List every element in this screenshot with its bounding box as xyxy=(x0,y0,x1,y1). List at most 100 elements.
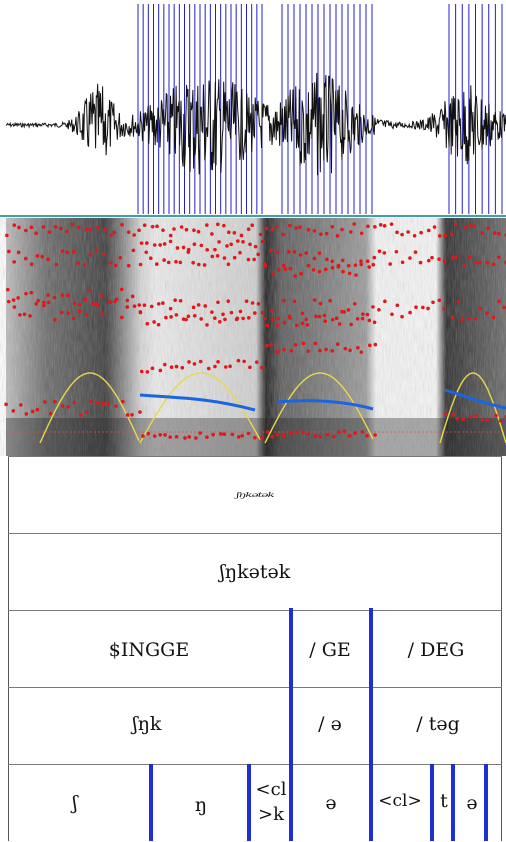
formant-dot xyxy=(330,265,335,270)
formant-dot xyxy=(281,263,286,268)
formant-dot xyxy=(330,224,335,229)
formant-dot xyxy=(12,223,17,227)
formant-dot xyxy=(486,226,490,231)
formant-dot xyxy=(324,347,328,352)
formant-dot xyxy=(224,365,228,369)
formant-dot xyxy=(318,434,322,439)
formant-dot xyxy=(359,350,364,354)
formant-dot xyxy=(372,255,377,260)
formant-dot xyxy=(120,222,124,227)
tier-2[interactable]: ʃŋkətək xyxy=(8,533,502,611)
pitch-curve xyxy=(139,388,506,412)
formant-dot xyxy=(82,263,87,267)
formant-dot xyxy=(186,314,191,319)
formant-dot xyxy=(150,224,155,229)
formant-dot xyxy=(408,310,412,315)
formant-dot xyxy=(275,432,279,437)
formant-dot xyxy=(318,301,323,306)
formant-dot xyxy=(347,434,352,438)
formant-dot xyxy=(256,252,261,257)
formant-dot xyxy=(139,369,144,374)
formant-dot xyxy=(156,322,161,327)
formant-dot xyxy=(256,302,261,306)
tier-5[interactable]: ʃ ŋ <cl >k ə <cl> t ə xyxy=(8,764,502,842)
tier-3[interactable]: $INGGE / GE / DEG xyxy=(8,610,502,688)
formant-dot xyxy=(168,306,173,311)
formant-dot xyxy=(53,225,58,229)
formant-dot xyxy=(60,404,65,408)
formant-dot xyxy=(353,263,358,267)
formant-dot xyxy=(388,262,392,266)
formant-dot xyxy=(412,233,417,238)
formant-dot xyxy=(148,256,153,260)
boundary-3[interactable] xyxy=(149,764,153,841)
formant-dot xyxy=(463,225,467,229)
formant-dot xyxy=(142,303,147,307)
boundary-4[interactable] xyxy=(247,764,251,841)
boundary-2[interactable] xyxy=(369,608,373,841)
formant-dot xyxy=(354,273,358,277)
formant-dot xyxy=(400,314,404,319)
formant-dot xyxy=(125,413,130,417)
formant-dot xyxy=(419,230,423,235)
formant-dot xyxy=(373,433,377,437)
formant-dot xyxy=(213,364,217,369)
formant-dot xyxy=(196,303,201,307)
formant-dot xyxy=(473,316,477,321)
formant-dot xyxy=(281,232,286,237)
formant-dot xyxy=(300,311,305,316)
formant-dot xyxy=(22,312,27,317)
formant-dot xyxy=(383,299,387,304)
tier-3-segment-2: / GE xyxy=(309,639,351,661)
formant-dot xyxy=(289,348,294,353)
formant-dot xyxy=(263,316,267,321)
boundary-1[interactable] xyxy=(289,608,293,841)
formant-dot xyxy=(210,232,214,236)
formant-dot xyxy=(145,321,150,326)
formant-dot xyxy=(158,432,163,437)
boundary-5[interactable] xyxy=(430,764,434,841)
formant-dot xyxy=(394,249,399,254)
formant-dot xyxy=(100,312,105,316)
formant-dot xyxy=(77,302,82,307)
formant-dot xyxy=(145,241,149,245)
formant-dot xyxy=(130,294,135,299)
formant-dot xyxy=(196,229,201,234)
formant-dot xyxy=(119,287,124,292)
formant-dot xyxy=(450,255,455,260)
formant-dot xyxy=(5,233,9,238)
tier-frame xyxy=(8,456,502,841)
formant-dot xyxy=(347,271,352,276)
boundary-7[interactable] xyxy=(484,764,488,841)
formant-dot xyxy=(324,231,329,236)
formant-dot xyxy=(60,249,65,253)
formant-dot xyxy=(298,253,303,257)
formant-dot xyxy=(217,320,222,324)
formant-dot xyxy=(236,435,241,439)
formant-dot xyxy=(184,227,189,232)
formant-dot xyxy=(413,250,418,254)
formant-dot xyxy=(161,301,165,305)
formant-dot xyxy=(210,310,214,314)
formant-dot xyxy=(221,312,225,317)
formant-dot xyxy=(443,412,448,417)
tier-4-segment-1: ʃŋk xyxy=(132,713,162,735)
formant-dot xyxy=(241,316,245,321)
formant-dot xyxy=(372,320,377,325)
formant-dot xyxy=(432,225,437,229)
formant-dot xyxy=(378,223,383,227)
formant-dot xyxy=(174,364,179,369)
formant-dot xyxy=(103,227,107,232)
tier-1[interactable]: ʃŋkətək xyxy=(8,456,502,534)
formant-dot xyxy=(216,300,220,305)
boundary-6[interactable] xyxy=(451,764,455,841)
formant-dot xyxy=(65,293,70,298)
formant-dot xyxy=(60,293,65,298)
formant-dot xyxy=(85,227,89,232)
formant-dot xyxy=(58,226,63,231)
formant-dot xyxy=(162,242,167,246)
formant-dot xyxy=(85,312,89,317)
formant-dot xyxy=(346,308,351,312)
tier-4[interactable]: ʃŋk / ə / təg xyxy=(8,687,502,765)
formant-dot xyxy=(421,305,425,310)
